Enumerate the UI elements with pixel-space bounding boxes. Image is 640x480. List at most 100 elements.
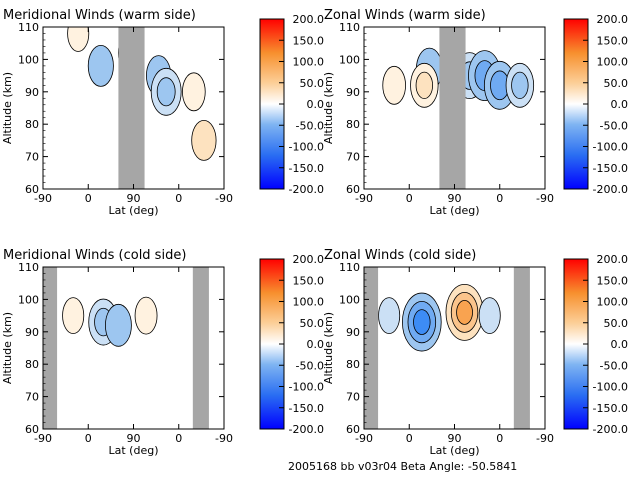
- y-tick-label: 100: [339, 53, 360, 66]
- colorbar-label: -50.0: [600, 119, 628, 132]
- colorbar-label: 0.0: [307, 98, 325, 111]
- x-tick-label: -90: [34, 432, 52, 445]
- x-tick-label: -90: [355, 192, 373, 205]
- data-gap-band-2: [513, 267, 530, 429]
- colorbar-label: 150.0: [597, 274, 629, 287]
- x-tick-label: 0: [175, 432, 182, 445]
- x-tick-label: -90: [215, 432, 233, 445]
- contour-6-level-1: [382, 65, 406, 105]
- colorbar-label: 100.0: [597, 56, 629, 69]
- x-tick-label: -90: [34, 192, 52, 205]
- colorbar-label: 50.0: [300, 77, 325, 90]
- colorbar-label: -200.0: [593, 183, 628, 196]
- x-tick-label: 0: [406, 432, 413, 445]
- x-axis-label: Lat (deg): [109, 444, 159, 457]
- colorbar-label: -150.0: [593, 162, 628, 175]
- footer-text: 2005168 bb v03r04 Beta Angle: -50.5841: [288, 460, 517, 473]
- y-tick-label: 100: [18, 293, 39, 306]
- contour-6-level-1: [191, 119, 217, 161]
- y-tick-label: 70: [346, 151, 360, 164]
- colorbar-label: -200.0: [289, 183, 324, 196]
- contour-5-level-2: [511, 71, 529, 99]
- colorbar-label: -100.0: [289, 141, 324, 154]
- data-gap-band-1: [118, 27, 145, 189]
- x-axis-label: Lat (deg): [430, 444, 480, 457]
- contour-4-level-1: [62, 297, 85, 335]
- colorbar-label: 200.0: [597, 13, 629, 26]
- y-tick-label: 60: [346, 183, 360, 196]
- data-gap-band-1: [439, 27, 466, 189]
- chart-panel-3: Meridional Winds (cold side) 60 70 80 90 100 1…: [1, 248, 324, 457]
- contour-4-level-1: [478, 297, 501, 335]
- colorbar-label: 150.0: [293, 34, 325, 47]
- y-tick-label: 70: [346, 391, 360, 404]
- colorbar-label: 100.0: [293, 296, 325, 309]
- y-tick-label: 90: [25, 326, 39, 339]
- colorbar-label: 0.0: [611, 98, 629, 111]
- contour-2-level-3: [456, 299, 473, 325]
- chart-panel-1: Meridional Winds (warm side) 60 70 80 90 100 1…: [1, 8, 324, 217]
- x-tick-label: 0: [496, 432, 503, 445]
- x-tick-label: 0: [496, 192, 503, 205]
- x-tick-label: 0: [406, 192, 413, 205]
- chart-title: Meridional Winds (cold side): [3, 248, 186, 263]
- contour-3-level-1: [134, 296, 158, 335]
- y-tick-label: 110: [339, 21, 360, 34]
- x-axis-label: Lat (deg): [430, 204, 480, 217]
- colorbar-label: -100.0: [289, 381, 324, 394]
- colorbar-label: 0.0: [307, 338, 325, 351]
- y-tick-label: 90: [25, 86, 39, 99]
- y-tick-label: 80: [25, 118, 39, 131]
- contour-3-level-1: [378, 297, 401, 335]
- x-tick-label: 0: [175, 192, 182, 205]
- y-tick-label: 110: [18, 21, 39, 34]
- x-tick-label: 0: [85, 192, 92, 205]
- contour-1-level-3: [413, 309, 431, 335]
- y-tick-label: 100: [18, 53, 39, 66]
- contour-layer: [67, 27, 217, 161]
- colorbar-label: -100.0: [593, 381, 628, 394]
- y-axis-label: Altitude (km): [322, 72, 335, 144]
- y-axis-label: Altitude (km): [1, 312, 14, 384]
- contour-5-level-1: [182, 72, 206, 112]
- contour-layer: [378, 283, 501, 352]
- data-gap-band-1: [364, 267, 379, 429]
- colorbar-label: -50.0: [600, 359, 628, 372]
- colorbar-label: -150.0: [289, 162, 324, 175]
- y-tick-label: 110: [18, 261, 39, 274]
- contour-layer: [382, 47, 535, 110]
- colorbar-label: -50.0: [296, 119, 324, 132]
- x-tick-label: 90: [127, 192, 141, 205]
- y-tick-label: 80: [346, 118, 360, 131]
- colorbar-label: 50.0: [300, 317, 325, 330]
- contour-4-level-2: [156, 77, 176, 107]
- x-tick-label: -90: [215, 192, 233, 205]
- y-tick-label: 70: [25, 151, 39, 164]
- contour-1-level-1: [87, 44, 114, 87]
- y-axis-label: Altitude (km): [322, 312, 335, 384]
- x-tick-label: 0: [85, 432, 92, 445]
- colorbar-label: 50.0: [604, 317, 629, 330]
- colorbar-label: 150.0: [293, 274, 325, 287]
- contour-7-level-1: [67, 27, 90, 52]
- data-gap-band-2: [192, 267, 209, 429]
- colorbar-label: 200.0: [597, 253, 629, 266]
- colorbar-label: 100.0: [597, 296, 629, 309]
- chart-title: Meridional Winds (warm side): [3, 8, 196, 23]
- y-tick-label: 90: [346, 86, 360, 99]
- y-tick-label: 60: [25, 183, 39, 196]
- x-tick-label: 90: [127, 432, 141, 445]
- x-axis-label: Lat (deg): [109, 204, 159, 217]
- colorbar-label: 150.0: [597, 34, 629, 47]
- colorbar-label: -200.0: [593, 423, 628, 436]
- chart-title: Zonal Winds (warm side): [324, 8, 486, 23]
- y-tick-label: 60: [346, 423, 360, 436]
- contour-2-level-1: [105, 303, 132, 347]
- colorbar-label: 200.0: [293, 13, 325, 26]
- x-tick-label: -90: [536, 192, 554, 205]
- y-tick-label: 110: [339, 261, 360, 274]
- data-gap-band-1: [43, 267, 58, 429]
- contour-layer: [62, 296, 158, 347]
- contour-7-level-2: [415, 71, 434, 99]
